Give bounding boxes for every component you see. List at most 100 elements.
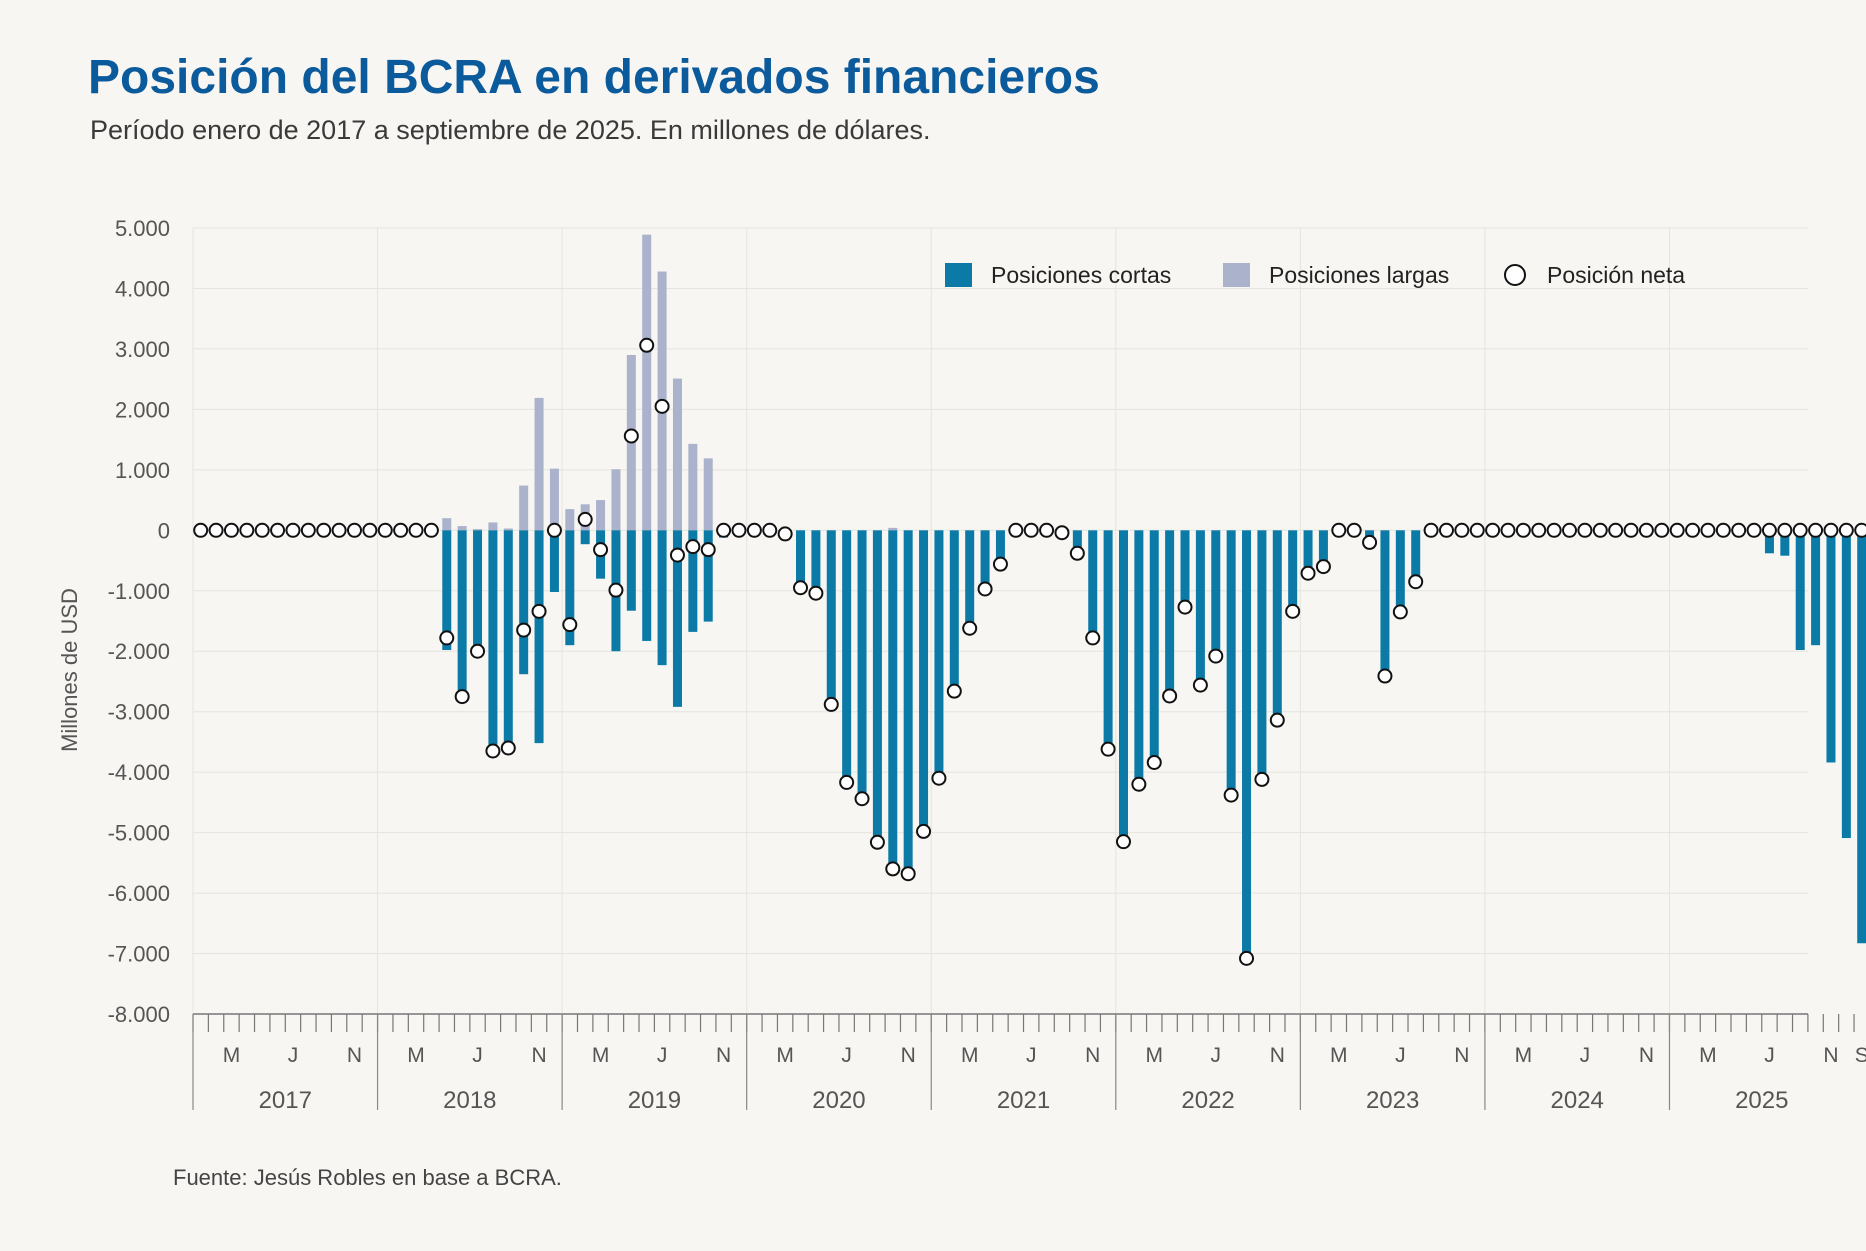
point-neta: [1239, 950, 1255, 966]
point-neta: [839, 774, 855, 790]
point-neta: [270, 522, 286, 538]
legend-swatch-largas: [1223, 263, 1250, 287]
bar-largas: [888, 527, 898, 531]
point-neta: [1515, 522, 1531, 538]
bar-cortas: [1088, 530, 1098, 638]
bar-cortas: [949, 530, 959, 692]
point-neta: [1469, 522, 1485, 538]
x-year-label: 2017: [259, 1087, 312, 1114]
x-month-label: J: [1026, 1044, 1037, 1067]
bar-cortas: [1395, 530, 1405, 612]
x-year-label: 2025: [1735, 1087, 1788, 1114]
bar-cortas: [1134, 530, 1144, 785]
point-neta: [223, 522, 239, 538]
x-year-label: 2019: [628, 1087, 681, 1114]
bar-largas: [534, 397, 544, 531]
bar-cortas: [965, 530, 975, 629]
point-neta: [1146, 754, 1162, 770]
bar-cortas: [1118, 530, 1128, 842]
point-neta: [1731, 522, 1747, 538]
point-neta: [546, 522, 562, 538]
point-neta: [1500, 522, 1516, 538]
x-year-label: 2023: [1366, 1087, 1419, 1114]
x-month-label: M: [1699, 1044, 1717, 1067]
bar-cortas: [1242, 530, 1252, 955]
point-neta: [1192, 677, 1208, 693]
point-neta: [1638, 522, 1654, 538]
bar-cortas: [842, 530, 852, 783]
y-tick-label: 4.000: [115, 276, 170, 301]
point-neta: [977, 581, 993, 597]
bar-cortas: [473, 530, 483, 653]
x-month-label: M: [776, 1044, 794, 1067]
y-tick-label: -8.000: [108, 1002, 170, 1027]
bar-cortas: [1380, 530, 1390, 677]
point-neta: [931, 770, 947, 786]
bar-largas: [519, 485, 529, 531]
bar-cortas: [872, 530, 882, 843]
bar-cortas: [703, 530, 713, 622]
point-neta: [1808, 522, 1824, 538]
point-neta: [1608, 522, 1624, 538]
legend-label-largas: Posiciones largas: [1269, 262, 1449, 288]
x-month-label: M: [1515, 1044, 1533, 1067]
point-neta: [777, 526, 793, 542]
point-neta: [1162, 688, 1178, 704]
bar-largas: [488, 522, 498, 531]
series-largas: [442, 234, 898, 531]
bar-largas: [611, 469, 621, 531]
point-neta: [1392, 604, 1408, 620]
point-neta: [454, 689, 470, 705]
x-month-label: N: [1639, 1044, 1654, 1067]
point-neta: [1838, 522, 1854, 538]
y-tick-label: -3.000: [108, 700, 170, 725]
bar-cortas: [1841, 530, 1851, 839]
point-neta: [854, 791, 870, 807]
point-neta: [1408, 574, 1424, 590]
x-month-label: N: [347, 1044, 362, 1067]
bar-cortas: [580, 530, 590, 545]
x-month-label: N: [531, 1044, 546, 1067]
point-neta: [362, 522, 378, 538]
y-tick-label: -1.000: [108, 579, 170, 604]
point-neta: [1054, 525, 1070, 541]
bar-cortas: [888, 530, 898, 869]
point-neta: [1792, 522, 1808, 538]
bar-largas: [457, 526, 467, 531]
bar-cortas: [519, 530, 529, 675]
point-neta: [239, 522, 255, 538]
point-neta: [1531, 522, 1547, 538]
point-neta: [1562, 522, 1578, 538]
x-year-label: 2021: [997, 1087, 1050, 1114]
point-neta: [1438, 522, 1454, 538]
y-tick-label: -6.000: [108, 881, 170, 906]
point-neta: [1254, 771, 1270, 787]
point-neta: [639, 337, 655, 353]
bar-cortas: [1257, 530, 1267, 780]
bar-cortas: [1857, 530, 1866, 944]
point-neta: [562, 617, 578, 633]
bar-cortas: [549, 530, 559, 592]
bar-cortas: [1288, 530, 1298, 612]
bar-cortas: [796, 530, 806, 588]
point-neta: [762, 522, 778, 538]
point-neta: [1746, 522, 1762, 538]
x-year-label: 2024: [1551, 1087, 1604, 1114]
y-tick-label: -2.000: [108, 639, 170, 664]
x-month-label: N: [716, 1044, 731, 1067]
bar-cortas: [1411, 530, 1421, 582]
bar-cortas: [1272, 530, 1282, 721]
point-neta: [1485, 522, 1501, 538]
bar-cortas: [672, 530, 682, 707]
point-neta: [746, 522, 762, 538]
point-neta: [470, 643, 486, 659]
x-month-label: N: [901, 1044, 916, 1067]
bar-cortas: [1811, 530, 1821, 646]
point-neta: [1177, 599, 1193, 615]
bar-cortas: [919, 530, 929, 832]
point-neta: [1315, 559, 1331, 575]
point-neta: [1208, 648, 1224, 664]
bar-cortas: [657, 530, 667, 666]
y-tick-label: -5.000: [108, 821, 170, 846]
